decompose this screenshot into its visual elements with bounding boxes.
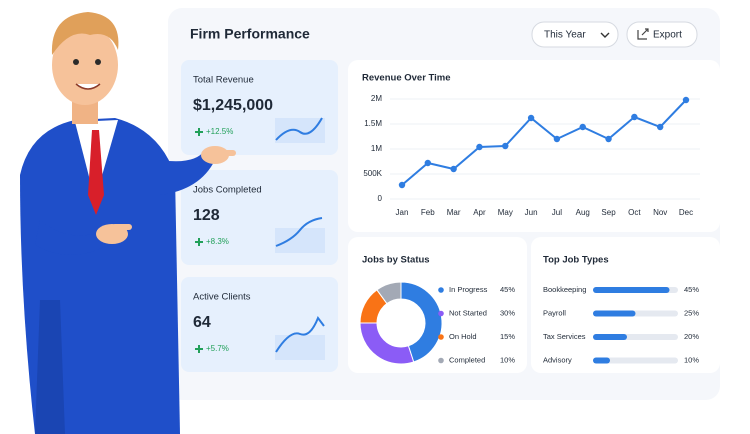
- chart-title: Jobs by Status: [362, 255, 430, 266]
- x-tick-label: May: [498, 208, 513, 217]
- bar-value: 10%: [684, 355, 699, 364]
- point: [553, 135, 561, 143]
- point: [656, 123, 664, 131]
- x-tick-label: Apr: [473, 208, 486, 217]
- x-tick-label: Jan: [396, 208, 409, 217]
- y-tick-label: 0: [378, 194, 383, 203]
- point: [424, 159, 432, 167]
- bar-label: Advisory: [543, 355, 572, 364]
- change-icon: [195, 345, 203, 353]
- bar: [593, 287, 670, 293]
- point: [476, 143, 483, 151]
- kpi-label: Total Revenue: [193, 75, 254, 86]
- x-tick-label: Dec: [679, 208, 693, 217]
- kpi-cards: Total Revenue $1,245,000 +12.5% Jobs Comple…: [181, 60, 338, 372]
- period-dropdown[interactable]: [531, 21, 619, 48]
- bar: [593, 310, 636, 317]
- kpi-change: +8.3%: [206, 237, 229, 246]
- legend-label: Not Started: [449, 308, 487, 317]
- x-tick-label: Feb: [421, 208, 435, 217]
- sparkline: [275, 117, 323, 141]
- export-button[interactable]: [626, 21, 698, 48]
- point: [605, 135, 612, 143]
- legend-dot: [438, 287, 444, 293]
- x-tick-label: Oct: [628, 208, 641, 217]
- sparkline-bg: [275, 335, 325, 360]
- bar-label: Tax Services: [543, 332, 586, 341]
- kpi-change: +12.5%: [206, 127, 233, 136]
- kpi-value: $1,245,000: [193, 97, 273, 114]
- chart-title: Revenue Over Time: [362, 73, 451, 84]
- x-tick-label: Mar: [447, 208, 461, 217]
- kpi-label: Jobs Completed: [193, 185, 262, 196]
- point: [579, 123, 586, 131]
- export-icon: [637, 28, 649, 40]
- legend-value: 15%: [500, 332, 515, 341]
- kpi-label: Active Clients: [193, 292, 251, 303]
- y-tick-label: 2M: [371, 94, 382, 103]
- character: [20, 12, 236, 434]
- y-tick-label: 500K: [363, 169, 382, 178]
- point: [502, 142, 509, 150]
- bar: [593, 357, 610, 364]
- kpi-value: 64: [193, 314, 211, 331]
- bar: [593, 334, 627, 340]
- bar-value: 20%: [684, 332, 699, 341]
- legend-value: 45%: [500, 285, 515, 294]
- x-tick-label: Jul: [552, 208, 562, 217]
- x-tick-label: Aug: [576, 208, 590, 217]
- kpi-change: +5.7%: [206, 344, 229, 353]
- sparkline-bg: [275, 118, 325, 143]
- sparkline-bg: [275, 228, 325, 253]
- bar-value: 25%: [684, 308, 699, 317]
- line-panel: [348, 60, 720, 232]
- dropdown-caret: [600, 32, 610, 38]
- x-tick-label: Nov: [653, 208, 667, 217]
- point: [631, 113, 638, 121]
- point: [450, 165, 457, 173]
- revenue-line: [401, 99, 687, 186]
- x-tick-label: Sep: [601, 208, 616, 217]
- bar-track: [593, 357, 678, 364]
- export-label: Export: [653, 30, 682, 41]
- period-label: This Year: [544, 30, 586, 41]
- sparkline: [275, 315, 325, 353]
- point: [682, 96, 690, 104]
- sparkline: [275, 217, 323, 247]
- y-tick-label: 1.5M: [364, 119, 382, 128]
- legend-label: Completed: [449, 355, 485, 364]
- legend-label: In Progress: [449, 285, 488, 294]
- dashboard-title: Firm Performance: [190, 26, 310, 42]
- pie-slice: [376, 281, 402, 305]
- legend-label: On Hold: [449, 332, 477, 341]
- legend-value: 10%: [500, 355, 515, 364]
- legend-value: 30%: [500, 308, 515, 317]
- change-icon: [195, 128, 203, 136]
- bar-label: Payroll: [543, 308, 566, 317]
- chart-title: Top Job Types: [543, 255, 609, 266]
- pie-slice: [400, 281, 443, 363]
- x-tick-label: Jun: [525, 208, 538, 217]
- change-icon: [195, 238, 203, 246]
- point: [398, 181, 406, 189]
- y-tick-label: 1M: [371, 144, 382, 153]
- legend-dot: [438, 357, 444, 364]
- bar-value: 45%: [684, 285, 699, 294]
- legend-dot: [438, 334, 444, 340]
- kpi-value: 128: [193, 207, 220, 224]
- point: [527, 114, 535, 122]
- legend-dot: [438, 310, 444, 317]
- charts: Revenue Over Time 0 500K 1M 1.5M 2M Jan Feb Mar A…: [359, 73, 700, 364]
- bar-label: Bookkeeping: [543, 285, 586, 294]
